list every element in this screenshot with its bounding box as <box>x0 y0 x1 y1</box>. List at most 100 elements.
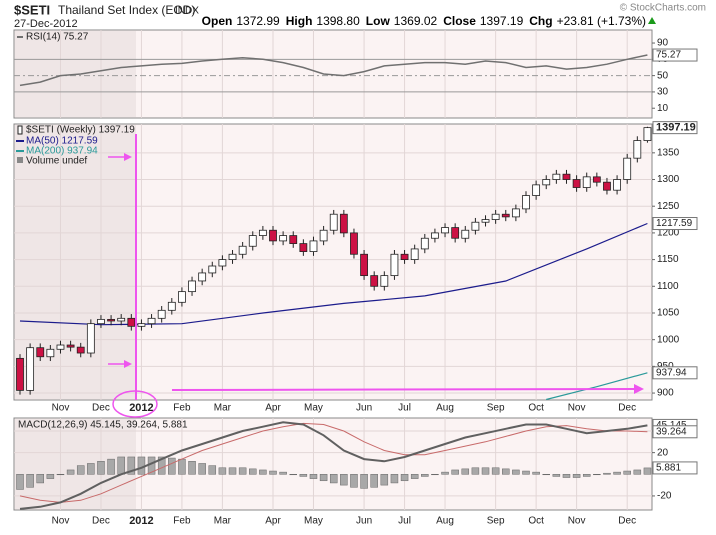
candle-body <box>97 318 105 325</box>
histogram-bar <box>198 463 206 475</box>
candle-body <box>66 344 75 348</box>
histogram-bar <box>471 467 480 475</box>
candle-body <box>390 253 399 277</box>
x-tick-label: May <box>304 516 323 527</box>
candle-body <box>228 253 237 260</box>
candle-body <box>380 275 389 287</box>
x-tick-label: Mar <box>214 403 232 414</box>
value-label: 39.264 <box>656 426 687 437</box>
candle-body <box>157 309 166 319</box>
histogram-bar <box>633 469 642 475</box>
quote: Open 1372.99 High 1398.80 Low 1369.02 Close 139… <box>196 14 646 28</box>
value-box <box>652 366 698 380</box>
candle-body <box>269 229 277 242</box>
annotations <box>108 134 644 418</box>
candle-body <box>572 179 581 188</box>
index-name: Thailand Set Index (EOD) <box>58 3 195 17</box>
histogram-bar <box>522 470 530 475</box>
annotation-arrowhead <box>124 153 132 161</box>
y-tick-label: 30 <box>657 87 669 98</box>
candle-body <box>613 179 621 191</box>
candle-body <box>238 245 247 255</box>
candle-body <box>360 253 368 277</box>
x-tick-label: 2012 <box>129 515 153 527</box>
histogram-bar <box>46 474 55 479</box>
candle-body <box>76 346 85 354</box>
candle-body <box>178 291 186 303</box>
candle-body <box>350 232 358 255</box>
x-tick-label: Aug <box>436 403 454 414</box>
candle-body <box>127 317 136 327</box>
date: 27-Dec-2012 <box>14 18 78 30</box>
candle-body <box>26 347 35 391</box>
annotation-arrowhead <box>634 384 644 394</box>
x-tick-label: Jun <box>356 516 372 527</box>
value-label: 1397.19 <box>656 122 696 134</box>
series-line <box>19 421 648 510</box>
histogram-bar <box>249 468 257 475</box>
candle-body <box>501 213 510 218</box>
panel-label: RSI(14) 75.27 <box>26 32 89 43</box>
x-tick-label: Dec <box>618 403 636 414</box>
candle-body <box>420 237 429 250</box>
histogram-bar <box>400 474 409 482</box>
y-tick-label: 1100 <box>657 281 679 292</box>
candle-body <box>471 221 480 231</box>
quote-label: Close <box>443 14 476 28</box>
quote-value: 1397.19 <box>479 14 524 28</box>
legend-label: MA(50) 1217.59 <box>26 136 98 147</box>
candle-body <box>309 240 318 252</box>
annotation-arrow <box>171 388 637 391</box>
histogram-bar <box>603 472 611 475</box>
histogram-bar <box>481 467 490 475</box>
y-tick-label: -20 <box>657 491 672 502</box>
exchange: INDX <box>175 6 199 17</box>
candle-body <box>198 272 207 282</box>
y-tick-label: 20 <box>657 447 669 458</box>
candle-body <box>117 317 126 322</box>
histogram-bar <box>76 465 85 475</box>
candle-body <box>107 318 115 322</box>
quote-label: High <box>285 14 313 28</box>
quote-label: Open <box>201 14 233 28</box>
candle-body <box>623 157 632 180</box>
histogram-bar <box>97 461 105 475</box>
shade <box>15 125 136 399</box>
candle-body <box>46 348 55 358</box>
candle-body <box>16 357 24 391</box>
y-tick-label: 1250 <box>657 201 680 212</box>
x-tick-label: Oct <box>528 403 544 414</box>
candle-body <box>167 301 176 311</box>
histogram-bar <box>360 474 368 489</box>
candle-body <box>329 213 338 231</box>
x-tick-label: Nov <box>568 403 586 414</box>
y-tick-label: 50 <box>657 70 669 81</box>
x-tick-label: Jul <box>398 403 411 414</box>
x-tick-label: Aug <box>436 516 454 527</box>
candle-body <box>431 232 439 239</box>
y-tick-label: 1150 <box>657 254 679 265</box>
histogram-bar <box>56 474 65 476</box>
candle-body <box>542 179 551 186</box>
x-tick-label: May <box>304 403 323 414</box>
histogram-bar <box>238 467 247 475</box>
value-box <box>652 425 698 439</box>
histogram-bar <box>107 458 115 475</box>
change-arrow <box>648 17 656 24</box>
quote-value: +23.81 (+1.73%) <box>556 14 646 28</box>
value-box <box>652 48 698 62</box>
candle-body <box>208 265 217 274</box>
histogram-bar <box>157 456 166 475</box>
histogram-bar <box>593 474 601 476</box>
histogram-bar <box>269 470 277 475</box>
quote-value: 1372.99 <box>236 14 280 28</box>
candle-body <box>400 253 409 260</box>
value-label: 1217.59 <box>656 218 693 229</box>
histogram-bar <box>66 469 75 475</box>
candle-body <box>410 248 419 260</box>
candle-body <box>147 317 156 325</box>
y-tick-label: 1200 <box>657 228 680 239</box>
candle-body <box>188 280 196 293</box>
legend-icon <box>17 125 23 135</box>
histogram-bar <box>552 474 561 477</box>
